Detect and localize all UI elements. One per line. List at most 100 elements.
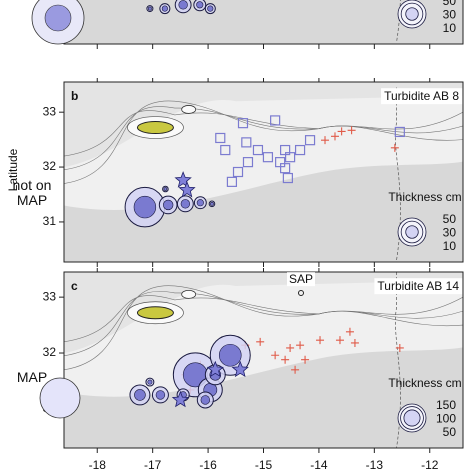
legend-value: 50: [443, 0, 457, 8]
legend-value: 150: [436, 398, 456, 412]
contour: [64, 291, 463, 357]
map-symbol-inner: [44, 4, 72, 32]
star-site: [174, 171, 192, 188]
core-site-cross: [271, 351, 280, 360]
thickness-bubble: [145, 377, 155, 387]
bubble-inner: [163, 199, 174, 211]
bubble-inner: [196, 1, 204, 9]
thickness-bubble: [158, 195, 178, 215]
thickness-bubble: [174, 0, 192, 14]
y-tick-label: 31: [43, 214, 57, 228]
core-site-cross: [395, 343, 404, 352]
core-site-cross: [256, 337, 265, 346]
y-tick-label: 33: [43, 104, 57, 118]
bubble-inner: [155, 390, 166, 400]
core-site-cross: [286, 343, 295, 352]
core-site-square: [241, 137, 252, 148]
core-site-square: [282, 172, 293, 184]
legend-value: 30: [443, 226, 457, 240]
thickness-bubble: [151, 386, 169, 404]
core-site-cross: [330, 132, 339, 141]
core-site-cross: [345, 327, 354, 336]
thickness-bubble: [159, 3, 171, 15]
core-site-square: [270, 115, 281, 126]
y-axis-label: Latitude: [6, 148, 20, 191]
bubble-inner: [147, 6, 152, 11]
title-bg: [374, 278, 463, 295]
star-site: [231, 360, 249, 378]
thickness-bubble: [208, 200, 216, 208]
bubble-inner: [163, 187, 168, 191]
title-bg: [381, 88, 463, 105]
legend-value: 50: [443, 212, 457, 226]
map-symbol: [39, 377, 81, 419]
map-area: [64, 82, 463, 262]
basin: [64, 347, 463, 448]
x-tick-label: -13: [366, 458, 384, 472]
legend-circle: [403, 409, 421, 427]
core-site-square: [262, 152, 274, 163]
site-label-bg: [286, 272, 316, 287]
legend-value: 50: [443, 425, 457, 439]
core-site-square: [226, 176, 238, 187]
y-tick-label: 32: [43, 345, 57, 359]
core-site-square: [232, 166, 244, 178]
core-site-square: [394, 126, 405, 138]
core-site-square: [285, 152, 296, 163]
bubble-inner: [161, 5, 168, 12]
bubble-inner: [134, 389, 146, 401]
thickness-bubble: [129, 384, 151, 406]
bubble-inner: [196, 199, 204, 207]
site-marker: [298, 290, 304, 296]
core-site-cross: [390, 143, 399, 152]
legend-value: 10: [443, 21, 457, 35]
contour: [64, 110, 463, 157]
thickness-bubble: [193, 0, 207, 12]
core-site-square: [237, 118, 249, 129]
x-tick-label: -16: [199, 458, 217, 472]
bubble-inner: [210, 201, 214, 206]
legend-circle: [405, 7, 419, 21]
island-small: [181, 289, 197, 299]
core-site-cross: [281, 355, 290, 364]
contour: [64, 285, 463, 371]
panel-letter: b: [71, 89, 78, 103]
core-site-square: [242, 157, 254, 168]
star-site: [178, 181, 196, 198]
island: [136, 306, 174, 320]
core-site-cross: [296, 341, 305, 350]
thickness-bubble: [146, 5, 154, 13]
x-tick-label: -18: [89, 458, 107, 472]
star-site: [206, 360, 224, 378]
core-site-square: [252, 144, 264, 156]
bubble-inner: [178, 0, 188, 10]
y-tick-label: 33: [43, 289, 57, 303]
contour: [64, 100, 463, 184]
annotation: MAP: [16, 369, 48, 385]
island: [136, 121, 174, 135]
bubble-inner: [133, 195, 157, 219]
core-site-square: [220, 144, 231, 156]
legend-value: 100: [436, 412, 456, 426]
thickness-bubble: [176, 195, 194, 213]
core-site-cross: [301, 355, 310, 364]
basin: [64, 161, 463, 262]
y-tick-label: 32: [43, 159, 57, 173]
x-tick-label: -14: [310, 458, 328, 472]
star-site: [171, 390, 190, 408]
legend-title: Thickness cm: [388, 376, 461, 390]
map-area: [64, 272, 463, 448]
map-symbol-bg: [0, 0, 4, 4]
thickness-bubble: [204, 3, 216, 15]
thickness-bubble: [162, 185, 169, 193]
annotation: not on MAP: [12, 177, 52, 208]
bubble-inner: [200, 395, 211, 405]
x-tick-label: -15: [255, 458, 273, 472]
bubble-inner: [218, 343, 242, 367]
island-small: [181, 105, 197, 114]
x-tick-label: -17: [144, 458, 162, 472]
x-tick-label: -12: [421, 458, 439, 472]
core-site-square: [304, 135, 316, 146]
